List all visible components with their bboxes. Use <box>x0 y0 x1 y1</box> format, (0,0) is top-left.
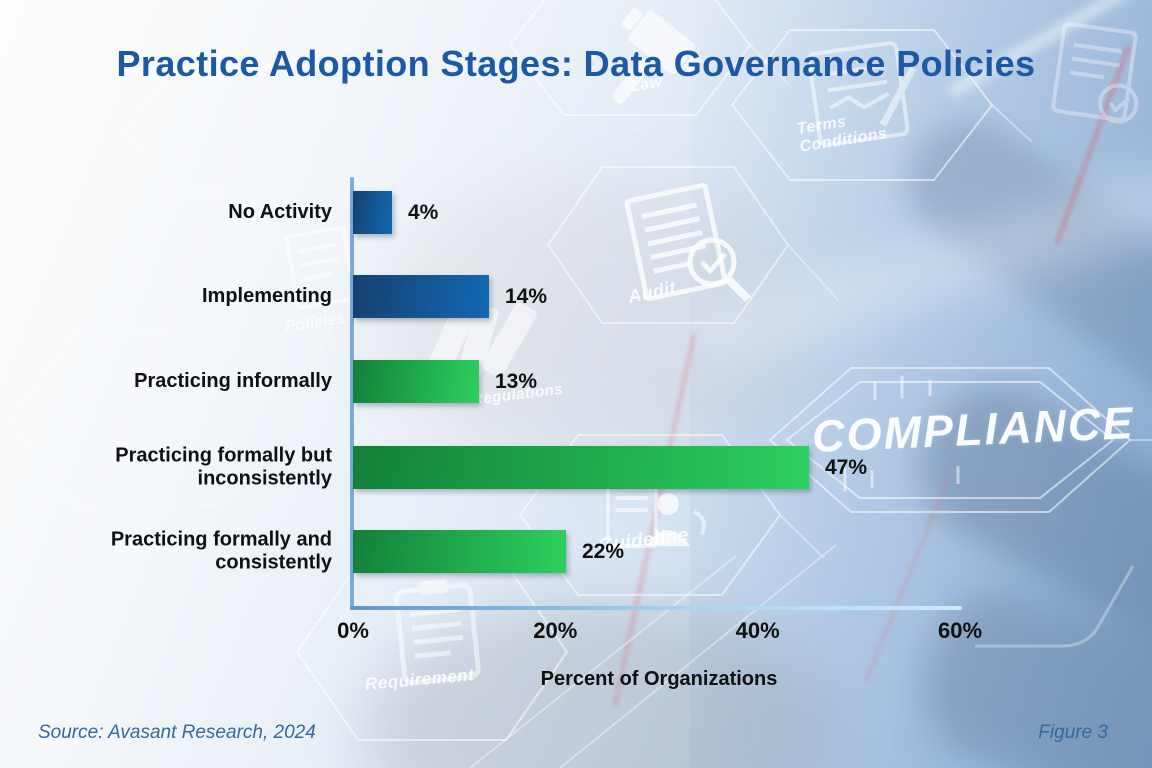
x-tick-label: 40% <box>735 618 780 643</box>
y-axis-line <box>350 177 354 610</box>
x-axis-line <box>350 606 962 610</box>
magnifier-check-icon <box>687 237 751 302</box>
bar <box>353 360 479 403</box>
hexagon-outlines <box>8 0 1132 741</box>
category-label: Practicing informally <box>134 369 332 392</box>
chart-title: Practice Adoption Stages: Data Governanc… <box>116 43 1036 84</box>
category-label: Practicing formally and consistently <box>110 527 332 574</box>
category-label: Implementing <box>201 284 332 307</box>
x-axis-title: Percent of Organizations <box>540 668 778 690</box>
audit-document-icon <box>624 182 728 302</box>
bar <box>353 191 392 234</box>
value-label: 47% <box>825 455 868 479</box>
x-tick-label: 20% <box>533 618 578 643</box>
policy-document-icon <box>284 225 358 310</box>
gavel-icon <box>612 7 703 104</box>
x-tick-label: 0% <box>337 618 369 643</box>
bar <box>353 530 566 573</box>
category-label: Practicing formally but inconsistently <box>115 443 332 490</box>
value-label: 22% <box>582 539 625 563</box>
document-pen-icon <box>807 41 917 147</box>
figure-number: Figure 3 <box>1038 722 1108 743</box>
document-check-icon <box>1051 21 1139 124</box>
category-label: No Activity <box>228 200 332 223</box>
source-credit: Source: Avasant Research, 2024 <box>38 722 316 743</box>
value-label: 14% <box>505 284 548 308</box>
bar <box>353 446 809 489</box>
circuit-lines <box>469 44 1152 768</box>
background-photo-tint <box>690 0 1152 768</box>
bar <box>353 275 489 318</box>
compliance-tick-marks <box>843 376 960 492</box>
x-tick-label: 60% <box>937 618 983 643</box>
value-label: 13% <box>495 369 538 393</box>
requirement-clipboard-icon <box>394 578 481 686</box>
value-label: 4% <box>408 200 439 224</box>
